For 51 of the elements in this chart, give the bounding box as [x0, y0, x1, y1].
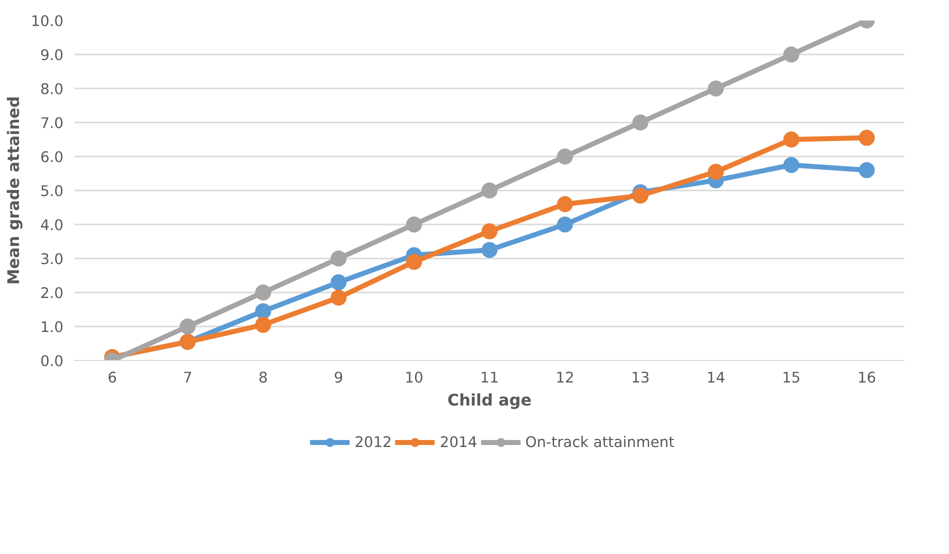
point	[632, 188, 648, 204]
y-tick-label: 7.0	[40, 115, 64, 132]
point	[556, 196, 573, 212]
x-tick-label: 10	[404, 370, 424, 386]
y-tick-label: 4.0	[40, 217, 64, 234]
y-tick-label: 0.0	[40, 353, 64, 370]
y-tick-label: 8.0	[40, 81, 64, 98]
point	[632, 114, 648, 130]
x-tick-label: 7	[183, 370, 192, 386]
x-tick-label: 15	[782, 370, 801, 386]
point	[255, 303, 272, 320]
point	[858, 130, 875, 146]
legend-label: 2012	[354, 434, 392, 450]
point	[708, 164, 724, 180]
x-tick-label: 9	[334, 370, 344, 386]
point	[482, 242, 498, 258]
point	[708, 80, 724, 96]
y-axis-title: Mean grade attained	[4, 96, 23, 285]
point	[783, 157, 800, 173]
y-tick-label: 1.0	[40, 319, 64, 336]
point	[783, 132, 800, 148]
point	[255, 284, 272, 300]
point	[255, 316, 272, 333]
y-tick-label: 3.0	[40, 251, 64, 268]
point	[556, 216, 573, 232]
point	[783, 46, 800, 62]
x-tick-label: 11	[480, 370, 499, 386]
point	[858, 162, 875, 178]
point	[330, 274, 347, 290]
point	[482, 182, 498, 198]
y-tick-label: 6.0	[40, 149, 64, 166]
x-tick-label: 16	[857, 370, 876, 386]
y-tick-label: 2.0	[40, 285, 64, 302]
x-tick-label: 12	[556, 370, 574, 386]
point	[482, 223, 498, 240]
x-tick-label: 14	[706, 370, 726, 386]
point	[330, 290, 347, 306]
point	[180, 318, 196, 334]
x-tick-label: 13	[631, 370, 650, 386]
legend-label: 2014	[440, 434, 478, 450]
x-tick-label: 6	[108, 370, 117, 386]
legend-label: On-track attainment	[525, 434, 674, 450]
point	[556, 148, 573, 164]
x-tick-label: 8	[258, 370, 268, 386]
point	[330, 250, 347, 266]
point	[406, 254, 422, 270]
y-tick-label: 9.0	[40, 47, 64, 64]
point	[406, 216, 422, 232]
x-axis-title: Child age	[447, 390, 532, 410]
y-tick-label: 10.0	[30, 13, 64, 30]
y-tick-label: 5.0	[40, 183, 64, 200]
